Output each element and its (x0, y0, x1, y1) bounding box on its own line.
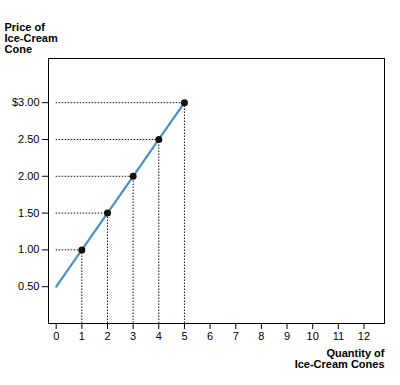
svg-text:Quantity ofIce-Cream Cones: Quantity ofIce-Cream Cones (295, 347, 385, 370)
svg-text:$3.00: $3.00 (12, 96, 40, 108)
svg-text:2.00: 2.00 (18, 170, 39, 182)
svg-text:1.50: 1.50 (18, 207, 39, 219)
svg-text:2.50: 2.50 (18, 133, 39, 145)
svg-text:8: 8 (258, 330, 264, 342)
svg-text:12: 12 (358, 330, 370, 342)
svg-text:0: 0 (53, 330, 59, 342)
svg-text:10: 10 (307, 330, 319, 342)
svg-text:2: 2 (104, 330, 110, 342)
svg-text:1.00: 1.00 (18, 243, 39, 255)
svg-text:3: 3 (130, 330, 136, 342)
svg-text:9: 9 (284, 330, 290, 342)
svg-text:6: 6 (207, 330, 213, 342)
svg-text:4: 4 (156, 330, 162, 342)
svg-text:Price ofIce-CreamCone: Price ofIce-CreamCone (5, 21, 58, 55)
svg-text:11: 11 (333, 330, 344, 342)
svg-text:5: 5 (181, 330, 187, 342)
svg-text:7: 7 (233, 330, 239, 342)
svg-text:1: 1 (79, 330, 85, 342)
svg-text:0.50: 0.50 (18, 280, 39, 292)
